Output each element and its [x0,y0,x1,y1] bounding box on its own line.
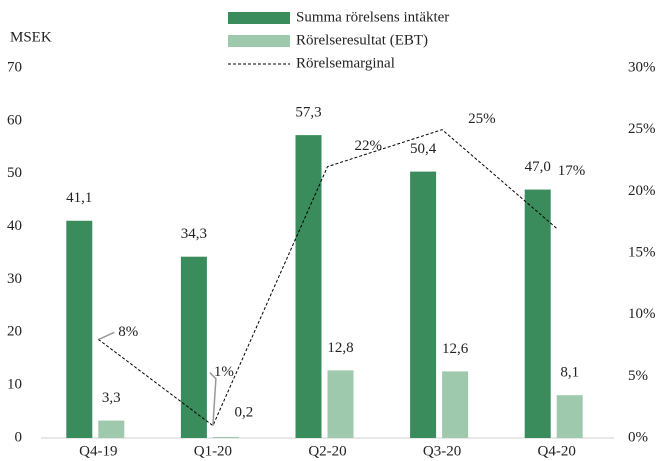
y-tick-label: 50 [7,165,22,181]
y2-tick-label: 15% [628,244,656,260]
bar [556,395,583,438]
data-label: 0,2 [235,404,254,420]
y-tick-label: 30 [7,271,22,287]
legend-label: Rörelsemarginal [296,55,395,71]
data-label: 8,1 [560,365,579,381]
legend-label: Summa rörelsens intäkter [296,9,449,25]
y-tick-label: 40 [7,218,22,234]
y2-tick-label: 25% [628,121,656,137]
y2-tick-label: 0% [628,429,648,445]
x-tick-label: Q4-20 [538,443,576,459]
data-label: 3,3 [102,390,121,406]
y-tick-label: 70 [7,59,22,75]
bar [524,189,551,438]
y2-tick-label: 10% [628,306,656,322]
y-tick-label: 60 [7,112,22,128]
x-tick-label: Q3-20 [423,443,461,459]
bar [295,135,322,438]
data-label: 47,0 [525,159,551,175]
data-label: 57,3 [295,105,321,121]
y-tick-label: 10 [7,377,22,393]
data-label: 12,8 [327,340,353,356]
y-tick-label: 20 [7,324,22,340]
y-axis-label: MSEK [10,29,52,45]
bar [66,220,93,438]
data-label: 8% [118,324,138,340]
legend-swatch [228,12,290,24]
y-tick-label: 0 [15,429,23,445]
line-series [97,129,558,427]
data-label: 1% [214,364,234,380]
y2-tick-label: 20% [628,183,656,199]
data-label: 34,3 [181,226,207,242]
x-tick-label: Q2-20 [308,443,346,459]
bar [442,371,469,438]
y2-tick-label: 5% [628,368,648,384]
leader-line [209,372,217,426]
data-label: 50,4 [410,141,437,157]
bar [180,256,207,438]
leader-line [98,331,115,341]
bar [212,436,239,438]
x-tick-label: Q1-20 [194,443,232,459]
data-label: 41,1 [66,190,92,206]
data-label: 17% [558,163,586,179]
bar [327,370,354,438]
bar [98,420,125,438]
data-label: 12,6 [442,341,469,357]
legend-swatch [228,35,290,47]
legend-label: Rörelseresultat (EBT) [296,32,428,48]
y2-tick-label: 30% [628,59,656,75]
data-label: 22% [355,138,383,154]
x-tick-label: Q4-19 [79,443,117,459]
bar [410,171,437,438]
data-label: 25% [468,111,496,127]
